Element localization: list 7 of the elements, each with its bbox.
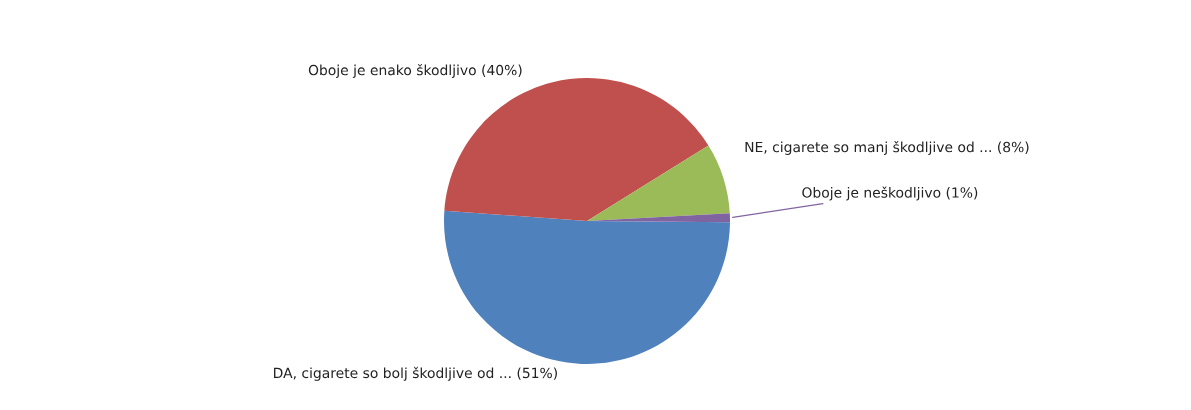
pie-slice — [444, 78, 709, 221]
slice-label: DA, cigarete so bolj škodljive od ... (51%) — [274, 366, 557, 381]
slice-label: Oboje je enako škodljivo (40%) — [308, 64, 522, 78]
slice-label: NE, cigarete so manj škodljive od ... (8%) — [745, 140, 1029, 155]
slice-label: Oboje je neškodljivo (1%) — [802, 186, 978, 201]
pie-slice — [587, 145, 730, 221]
pie-slice — [444, 210, 730, 364]
